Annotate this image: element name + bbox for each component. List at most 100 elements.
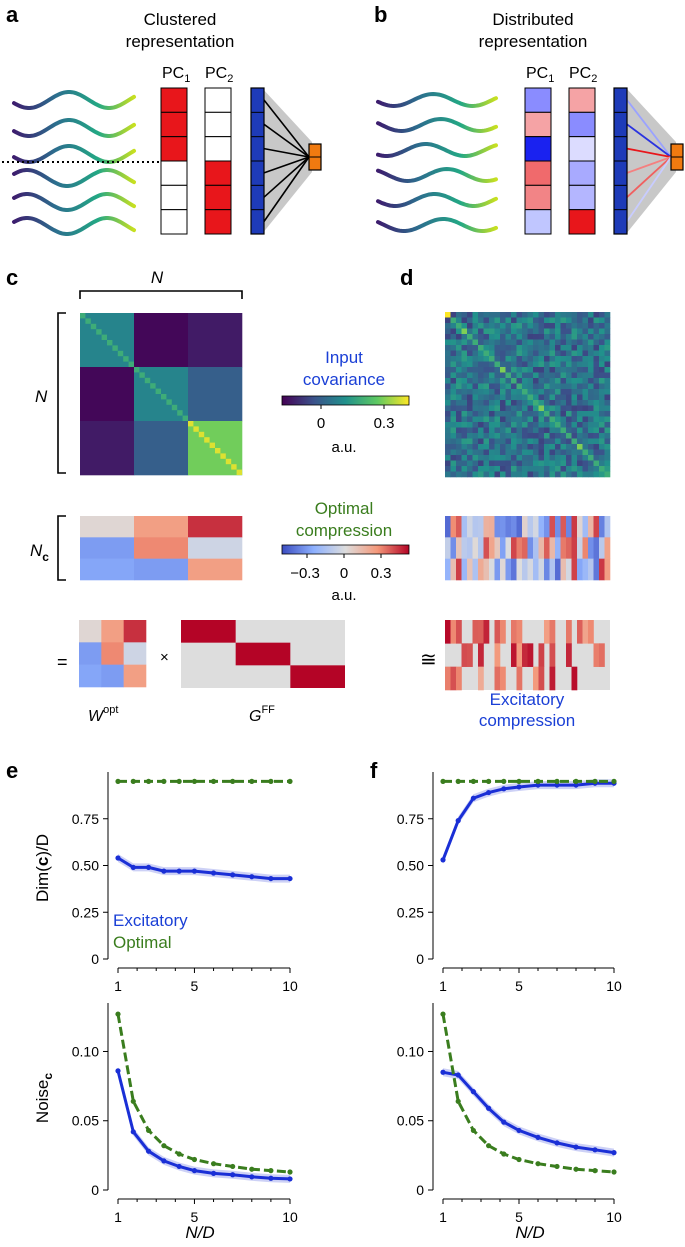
x-tick-label: 5 bbox=[191, 1209, 199, 1225]
cov-cell bbox=[582, 455, 589, 461]
pc2-label-b: PC2 bbox=[569, 65, 597, 85]
cov-cell bbox=[511, 383, 517, 390]
legend-excitatory: Excitatory bbox=[113, 911, 188, 930]
cov-cell bbox=[571, 361, 578, 368]
data-point-optimal bbox=[440, 1011, 446, 1017]
cov-cell bbox=[560, 394, 567, 401]
cov-cell bbox=[533, 422, 539, 428]
cov-cell bbox=[533, 323, 539, 329]
cov-cell bbox=[516, 466, 523, 472]
cov-cell bbox=[604, 460, 611, 467]
compression-cell bbox=[478, 537, 484, 559]
cov-cell bbox=[527, 339, 534, 346]
cov-cell bbox=[549, 378, 556, 384]
data-point-optimal bbox=[573, 1166, 579, 1172]
cov-diag bbox=[155, 388, 161, 394]
cov-cell bbox=[511, 328, 517, 335]
cov-cell bbox=[604, 444, 611, 450]
cov-cell bbox=[461, 350, 468, 357]
cov-cell bbox=[522, 422, 528, 428]
cov-cell bbox=[494, 367, 501, 373]
cov-cell bbox=[549, 471, 556, 478]
cov-cell bbox=[500, 438, 506, 445]
data-point-optimal bbox=[287, 778, 293, 784]
cov-cell bbox=[472, 394, 479, 401]
cov-cell bbox=[544, 471, 550, 478]
cov-cell bbox=[544, 422, 550, 428]
cov-cell bbox=[544, 367, 550, 373]
cov-cell bbox=[450, 405, 457, 412]
cov-cell bbox=[494, 394, 501, 401]
cov-diag bbox=[220, 453, 226, 459]
cov-cell bbox=[588, 350, 594, 357]
compression-cell bbox=[478, 558, 484, 581]
cov-cell bbox=[555, 356, 561, 362]
cov-cell bbox=[456, 367, 462, 373]
compression-cell bbox=[560, 537, 567, 559]
cov-cell bbox=[604, 471, 611, 478]
cov-cell bbox=[467, 328, 473, 335]
cov-cell bbox=[549, 466, 556, 472]
excitatory-cell bbox=[599, 643, 605, 667]
cov-cell bbox=[456, 438, 462, 445]
cov-cell bbox=[500, 455, 506, 461]
excitatory-cell bbox=[533, 666, 539, 691]
cov-cell bbox=[516, 317, 523, 324]
cov-cell bbox=[593, 317, 600, 324]
cov-cell bbox=[588, 449, 594, 456]
cov-cell bbox=[478, 367, 484, 373]
cov-cell bbox=[478, 334, 484, 340]
cov-cell bbox=[549, 400, 556, 406]
compression-cell bbox=[500, 537, 506, 559]
cov-cell bbox=[560, 328, 567, 335]
data-point-optimal bbox=[210, 1161, 217, 1167]
cov-cell bbox=[461, 339, 468, 346]
pc-cell bbox=[568, 160, 596, 186]
cov-cell bbox=[450, 378, 457, 384]
data-point-optimal bbox=[115, 1011, 121, 1017]
cov-cell bbox=[577, 460, 583, 467]
cov-cell bbox=[461, 449, 468, 456]
data-point-optimal bbox=[592, 1168, 598, 1174]
cov-cell bbox=[450, 334, 457, 340]
cov-cell bbox=[604, 367, 611, 373]
cov-cell bbox=[555, 367, 561, 373]
cov-cell bbox=[456, 339, 462, 346]
cov-cell bbox=[571, 339, 578, 346]
cov-diag bbox=[193, 426, 199, 432]
cov-cell bbox=[467, 433, 473, 439]
compression-cell bbox=[527, 558, 534, 581]
cov-cell bbox=[555, 394, 561, 401]
cov-cell bbox=[478, 422, 484, 428]
cov-cell bbox=[461, 334, 468, 340]
cov-cell bbox=[483, 356, 490, 362]
cov-cell bbox=[599, 411, 605, 417]
cov-cell bbox=[483, 466, 490, 472]
cov-cell bbox=[467, 438, 473, 445]
cov-cell bbox=[489, 350, 495, 357]
cov-cell bbox=[472, 400, 479, 406]
cov-cell bbox=[577, 339, 583, 346]
cov-cell bbox=[560, 433, 567, 439]
cov-cell bbox=[461, 389, 468, 395]
cov-cell bbox=[549, 372, 556, 379]
cov-cell bbox=[522, 372, 528, 379]
cov-cell bbox=[571, 405, 578, 412]
data-point-optimal bbox=[145, 778, 152, 784]
compression-cell bbox=[450, 516, 457, 538]
cov-cell bbox=[450, 466, 457, 472]
cov-diag bbox=[90, 323, 97, 330]
cov-cell bbox=[450, 427, 457, 434]
cov-cell bbox=[494, 416, 501, 423]
cov-cell bbox=[522, 328, 528, 335]
cov-cell bbox=[566, 422, 572, 428]
cov-cell bbox=[577, 317, 583, 324]
cov-cell bbox=[505, 372, 512, 379]
compression-cell bbox=[555, 537, 561, 559]
data-point-excitatory bbox=[287, 875, 293, 882]
compression-cell bbox=[489, 558, 495, 581]
cov-cell bbox=[604, 339, 611, 346]
cov-cell bbox=[505, 389, 512, 395]
cov-cell bbox=[544, 312, 550, 318]
cov-cell bbox=[483, 460, 490, 467]
